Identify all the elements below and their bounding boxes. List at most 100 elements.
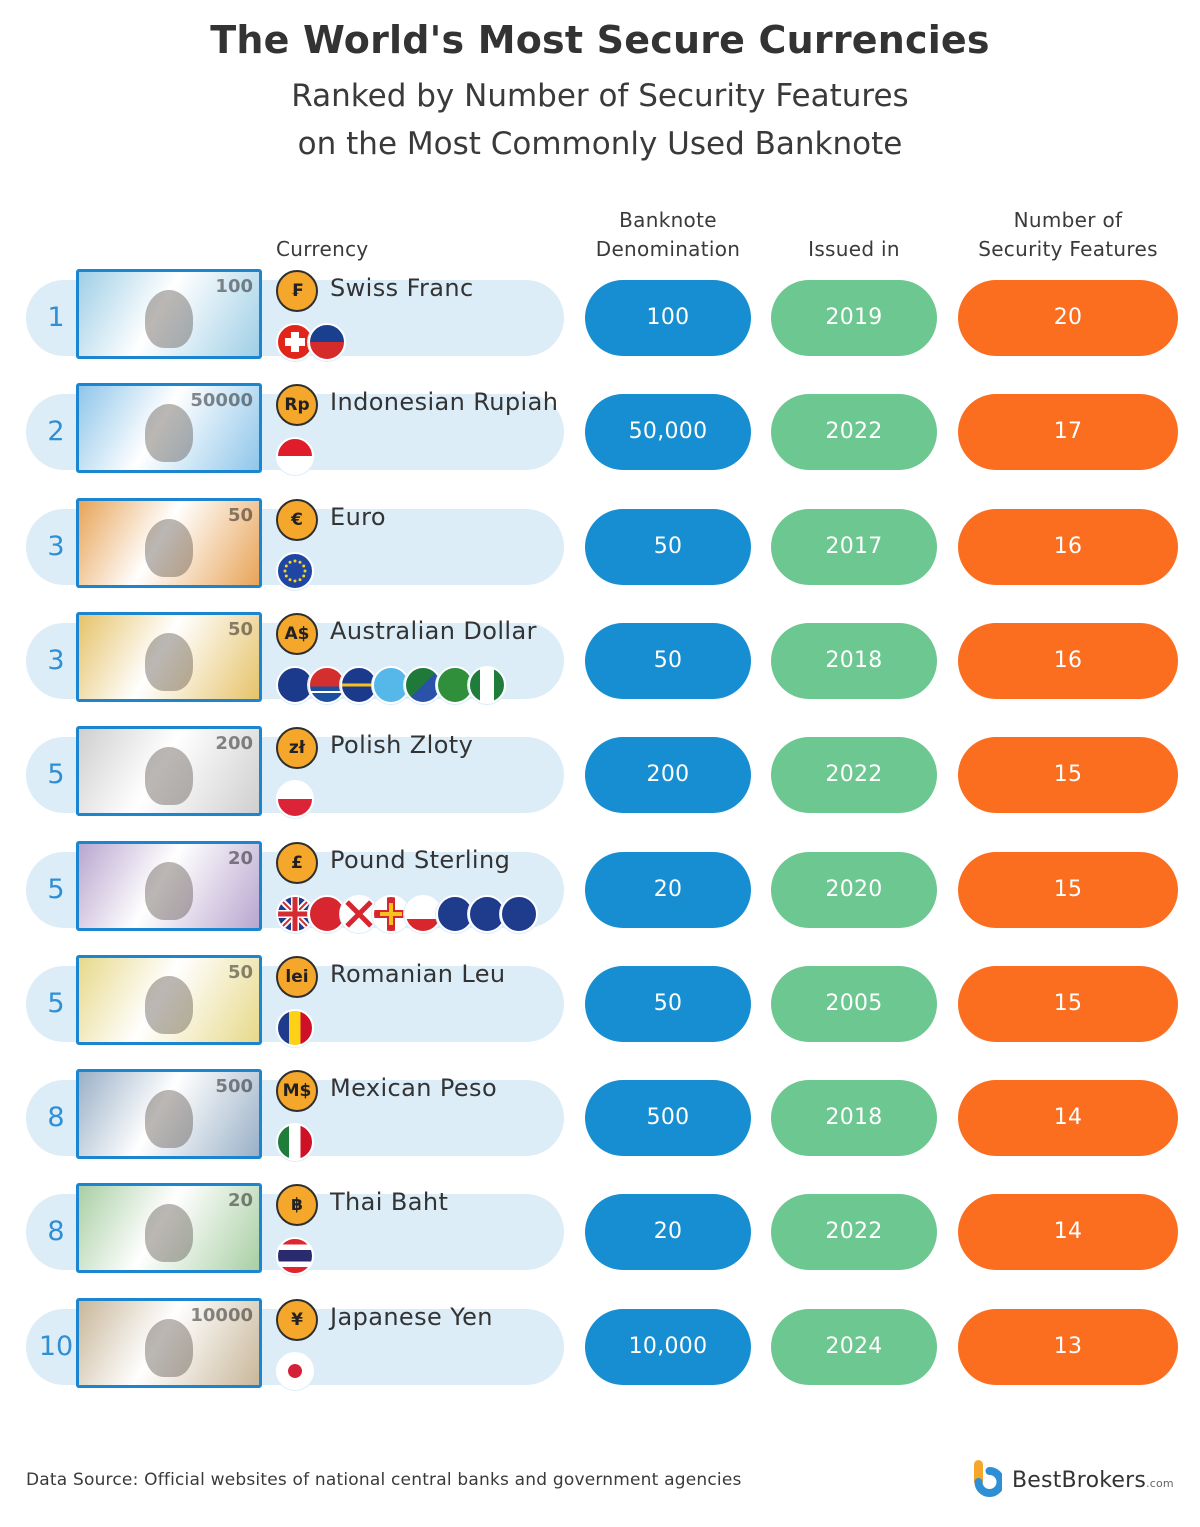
issued-year-value: 2018: [771, 623, 937, 699]
chart-subtitle-line-2: on the Most Commonly Used Banknote: [297, 126, 903, 162]
currency-name: Australian Dollar: [330, 617, 537, 645]
security-features-value: 15: [958, 852, 1178, 928]
banknote-image: 20: [76, 1183, 262, 1273]
banknote-portrait: [145, 633, 193, 691]
flag-list: [276, 895, 538, 935]
rank-label: 1: [47, 302, 65, 333]
rank-label: 3: [47, 645, 65, 676]
united-kingdom-flag-icon: [276, 895, 314, 933]
banknote-image: 200: [76, 726, 262, 816]
flag-list: [276, 666, 506, 706]
liechtenstein-flag-icon: [308, 323, 346, 361]
flag-list: [276, 323, 346, 363]
table-row: 1 100 ₣ Swiss Franc 100 2019 20: [0, 262, 1200, 376]
banknote-image: 50000: [76, 383, 262, 473]
table-row: 5 20 £ Pound Sterling 20 2020 15: [0, 834, 1200, 948]
banknote-denomination-label: 500: [215, 1076, 253, 1097]
issued-year-value: 2017: [771, 509, 937, 585]
header-denomination-line-2: Denomination: [595, 237, 741, 261]
table-row: 8 500 M$ Mexican Peso 500 2018 14: [0, 1062, 1200, 1176]
rank-label: 3: [47, 531, 65, 562]
currency-name: Euro: [330, 503, 386, 531]
banknote-denomination-label: 50: [227, 962, 253, 983]
currency-name: Thai Baht: [330, 1188, 449, 1216]
currency-name: Mexican Peso: [330, 1074, 498, 1102]
currency-name: Pound Sterling: [330, 846, 511, 874]
currency-symbol-icon: ₣: [276, 270, 318, 312]
currency-name: Indonesian Rupiah: [330, 388, 559, 416]
currency-symbol-icon: £: [276, 842, 318, 884]
christmas-island-flag-icon: [404, 666, 442, 704]
denomination-value: 20: [585, 1194, 751, 1270]
denomination-value: 100: [585, 280, 751, 356]
rank-label: 2: [47, 416, 65, 447]
table-row: 5 50 lei Romanian Leu 50 2005 15: [0, 948, 1200, 1062]
security-features-value: 15: [958, 737, 1178, 813]
south-georgia-flag-icon: [468, 895, 506, 933]
banknote-image: 100: [76, 269, 262, 359]
currency-name: Romanian Leu: [330, 960, 506, 988]
banknote-portrait: [145, 1204, 193, 1262]
banknote-portrait: [145, 1090, 193, 1148]
banknote-image: 10000: [76, 1298, 262, 1388]
security-features-value: 16: [958, 509, 1178, 585]
issued-year-value: 2020: [771, 852, 937, 928]
security-features-value: 20: [958, 280, 1178, 356]
header-features-line-2: Security Features: [978, 237, 1158, 261]
security-features-value: 13: [958, 1309, 1178, 1385]
issued-year-value: 2005: [771, 966, 937, 1042]
banknote-image: 20: [76, 841, 262, 931]
issued-year-value: 2022: [771, 394, 937, 470]
guernsey-flag-icon: [372, 895, 410, 933]
rank-label: 5: [47, 874, 65, 905]
issued-year-value: 2018: [771, 1080, 937, 1156]
denomination-value: 50: [585, 509, 751, 585]
currency-symbol-icon: ¥: [276, 1299, 318, 1341]
logo-tld: .com: [1146, 1477, 1174, 1490]
currency-symbol-icon: M$: [276, 1070, 318, 1112]
banknote-portrait: [145, 862, 193, 920]
banknote-portrait: [145, 747, 193, 805]
rank-label: 8: [47, 1102, 65, 1133]
table-row: 8 20 ฿ Thai Baht 20 2022 14: [0, 1176, 1200, 1290]
thailand-flag-icon: [276, 1237, 314, 1275]
denomination-value: 50: [585, 966, 751, 1042]
denomination-value: 50: [585, 623, 751, 699]
banknote-image: 500: [76, 1069, 262, 1159]
table-row: 10 10000 ¥ Japanese Yen 10,000 2024 13: [0, 1291, 1200, 1405]
denomination-value: 50,000: [585, 394, 751, 470]
bestbrokers-logo-icon: [974, 1460, 1002, 1497]
european-union-flag-icon: [276, 552, 314, 590]
bestbrokers-logo: BestBrokers.com: [972, 1456, 1182, 1504]
banknote-portrait: [145, 290, 193, 348]
currency-symbol-icon: A$: [276, 613, 318, 655]
rank-label: 8: [47, 1216, 65, 1247]
issued-year-value: 2022: [771, 737, 937, 813]
table-row: 2 50000 Rp Indonesian Rupiah 50,000 2022 17: [0, 376, 1200, 490]
flag-list: [276, 1123, 314, 1163]
indonesia-flag-icon: [276, 437, 314, 475]
kiribati-flag-icon: [308, 666, 346, 704]
issued-year-value: 2019: [771, 280, 937, 356]
security-features-value: 15: [958, 966, 1178, 1042]
banknote-portrait: [145, 404, 193, 462]
currency-symbol-icon: zł: [276, 727, 318, 769]
flag-list: [276, 1237, 314, 1277]
currency-symbol-icon: €: [276, 499, 318, 541]
header-features: Number of Security Features: [948, 206, 1188, 264]
banknote-denomination-label: 100: [215, 276, 253, 297]
banknote-image: 50: [76, 498, 262, 588]
chart-title: The World's Most Secure Currencies: [210, 18, 990, 62]
gibraltar-flag-icon: [404, 895, 442, 933]
banknote-denomination-label: 200: [215, 733, 253, 754]
flag-list: [276, 552, 314, 592]
rank-label: 5: [47, 988, 65, 1019]
denomination-value: 500: [585, 1080, 751, 1156]
currency-name: Swiss Franc: [330, 274, 474, 302]
issued-year-value: 2024: [771, 1309, 937, 1385]
norfolk-island-flag-icon: [468, 666, 506, 704]
table-row: 3 50 € Euro 50 2017 16: [0, 491, 1200, 605]
mexico-flag-icon: [276, 1123, 314, 1161]
header-denomination-line-1: Banknote: [619, 208, 717, 232]
banknote-portrait: [145, 1319, 193, 1377]
